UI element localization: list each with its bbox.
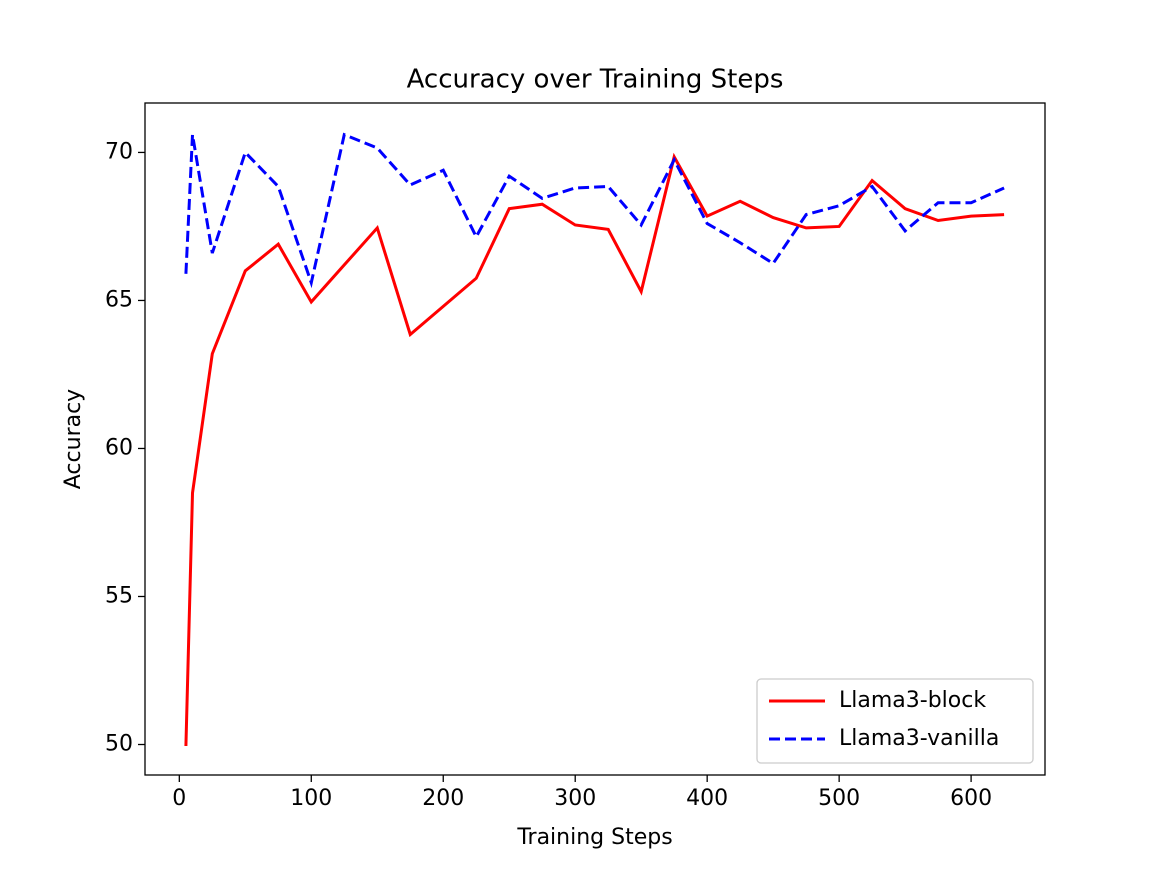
y-tick-label: 60: [105, 435, 133, 460]
y-tick-label: 65: [105, 287, 133, 312]
y-tick-label: 55: [105, 583, 133, 608]
y-axis-label: Accuracy: [61, 389, 86, 489]
legend-label: Llama3-block: [839, 688, 986, 713]
x-tick-label: 600: [950, 786, 992, 811]
x-tick-label: 300: [554, 786, 596, 811]
x-axis-label: Training Steps: [516, 825, 672, 850]
x-tick-label: 500: [818, 786, 860, 811]
x-tick-label: 400: [686, 786, 728, 811]
series-line: [184, 132, 1005, 289]
series-line: [184, 152, 1005, 747]
x-tick-label: 0: [172, 786, 186, 811]
legend-label: Llama3-vanilla: [839, 726, 999, 751]
legend-box: [756, 678, 1034, 764]
x-tick-label: 200: [422, 786, 464, 811]
y-tick-label: 50: [105, 732, 133, 757]
plot-frame: [144, 102, 1046, 776]
chart-title: Accuracy over Training Steps: [407, 65, 784, 95]
x-tick-label: 100: [290, 786, 332, 811]
y-tick-label: 70: [105, 139, 133, 164]
